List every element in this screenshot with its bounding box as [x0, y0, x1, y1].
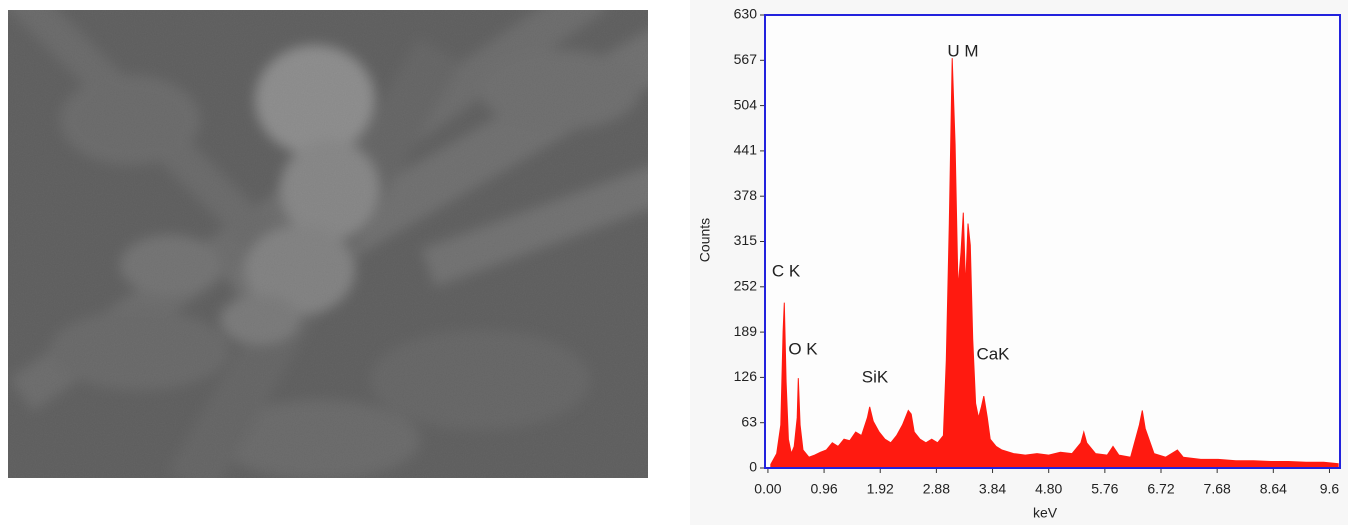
x-tick-label: 5.76 [1091, 481, 1118, 497]
y-tick-label: 378 [734, 187, 758, 203]
x-tick-label: 8.64 [1260, 481, 1287, 497]
peak-annotation: U M [947, 41, 978, 60]
x-tick-label: 7.68 [1204, 481, 1231, 497]
y-tick-label: 252 [734, 278, 758, 294]
y-tick-label: 0 [749, 459, 757, 475]
spectrum-area [770, 58, 1339, 469]
x-tick-label: 1.92 [867, 481, 894, 497]
x-tick-label: 9.6 [1320, 481, 1340, 497]
y-tick-label: 315 [734, 232, 758, 248]
y-axis-label: Counts [697, 218, 713, 262]
sem-content [8, 10, 648, 478]
plot-border [764, 14, 1341, 469]
x-tick-label: 3.84 [979, 481, 1006, 497]
x-tick-label: 4.80 [1035, 481, 1062, 497]
x-tick-label: 6.72 [1147, 481, 1174, 497]
y-tick-label: 630 [734, 6, 758, 22]
x-tick-label: 0.00 [754, 481, 781, 497]
y-tick-label: 504 [734, 96, 758, 112]
y-tick-label: 567 [734, 51, 758, 67]
y-tick-label: 441 [734, 142, 758, 158]
plot-area [765, 15, 1340, 468]
sem-image [8, 10, 648, 478]
x-tick-label: 0.96 [810, 481, 837, 497]
y-tick-label: 126 [734, 368, 758, 384]
peak-annotation: CaK [976, 344, 1010, 363]
x-axis-label: keV [1033, 505, 1058, 521]
peak-annotation: SiK [862, 367, 889, 386]
spectrum-chart: Counts keV 0 63 126 189 252 315 378 441 504 567 63… [690, 0, 1348, 525]
y-tick-label: 189 [734, 323, 758, 339]
peak-annotation: O K [788, 339, 818, 358]
y-tick-label: 63 [741, 413, 757, 429]
peak-annotation: C K [772, 261, 801, 280]
x-tick-label: 2.88 [923, 481, 950, 497]
